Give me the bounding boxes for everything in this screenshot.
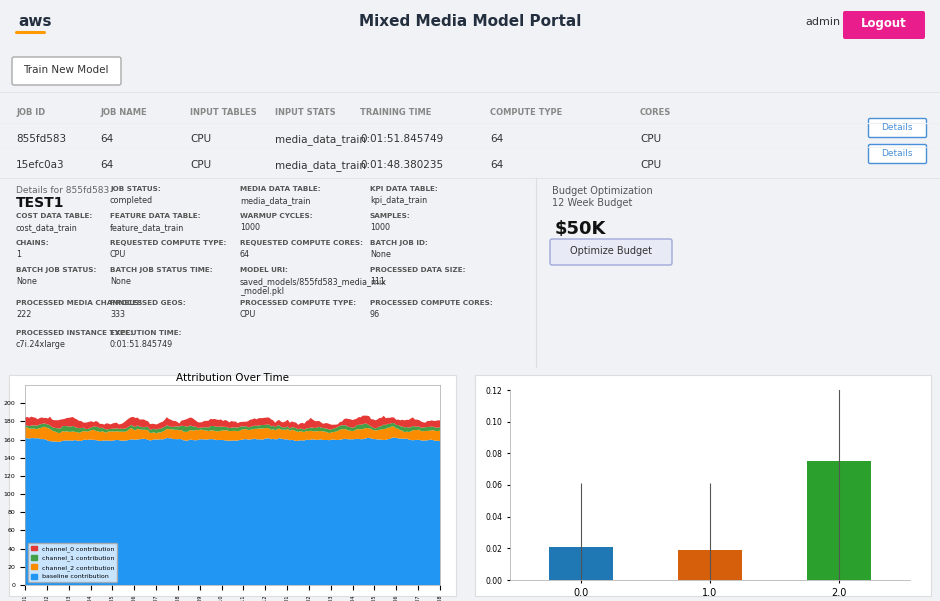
Text: REQUESTED COMPUTE CORES:: REQUESTED COMPUTE CORES:	[240, 240, 363, 246]
Text: JOB NAME: JOB NAME	[100, 108, 147, 117]
Text: 111: 111	[370, 277, 385, 286]
Bar	[678, 550, 743, 580]
FancyBboxPatch shape	[869, 118, 927, 138]
Text: CPU: CPU	[640, 134, 661, 144]
Text: Details: Details	[882, 123, 913, 132]
Text: PROCESSED MEDIA CHANNELS:: PROCESSED MEDIA CHANNELS:	[16, 300, 142, 306]
Text: kpi_data_train: kpi_data_train	[370, 196, 427, 205]
Text: 1: 1	[16, 250, 21, 259]
Text: None: None	[110, 277, 131, 286]
Text: PROCESSED GEOS:: PROCESSED GEOS:	[110, 300, 186, 306]
Text: 64: 64	[100, 134, 113, 144]
Text: 0:01:51.845749: 0:01:51.845749	[110, 340, 173, 349]
Text: 855fd583: 855fd583	[16, 134, 66, 144]
Text: Optimize Budget: Optimize Budget	[570, 246, 652, 256]
Text: 1000: 1000	[370, 223, 390, 232]
Text: c7i.24xlarge: c7i.24xlarge	[16, 340, 66, 349]
Text: CPU: CPU	[110, 250, 126, 259]
Text: 64: 64	[490, 160, 503, 170]
Text: TRAINING TIME: TRAINING TIME	[360, 108, 431, 117]
Text: 0:01:51.845749: 0:01:51.845749	[360, 134, 444, 144]
Text: PROCESSED INSTANCE TYPE:: PROCESSED INSTANCE TYPE:	[16, 330, 133, 336]
Text: feature_data_train: feature_data_train	[110, 223, 184, 232]
Legend: channel_0 contribution, channel_1 contribution, channel_2 contribution, baseline: channel_0 contribution, channel_1 contri…	[28, 543, 117, 582]
Title: Attribution Over Time: Attribution Over Time	[176, 373, 289, 383]
Text: CPU: CPU	[240, 310, 257, 319]
Text: Mixed Media Model Portal: Mixed Media Model Portal	[359, 14, 581, 29]
Text: COMPUTE TYPE: COMPUTE TYPE	[490, 108, 562, 117]
Text: admin: admin	[805, 17, 840, 27]
Bar	[807, 461, 871, 580]
Text: 64: 64	[490, 134, 503, 144]
Text: CPU: CPU	[640, 160, 661, 170]
Text: Details for 855fd583: Details for 855fd583	[16, 186, 109, 195]
Text: CORES: CORES	[640, 108, 671, 117]
Text: cost_data_train: cost_data_train	[16, 223, 78, 232]
Text: $50K: $50K	[555, 220, 606, 238]
Text: JOB ID: JOB ID	[16, 108, 45, 117]
Text: EXECUTION TIME:: EXECUTION TIME:	[110, 330, 181, 336]
FancyBboxPatch shape	[550, 239, 672, 265]
Text: TEST1: TEST1	[16, 196, 65, 210]
Text: 64: 64	[240, 250, 250, 259]
Text: Details: Details	[882, 149, 913, 158]
Text: CPU: CPU	[190, 160, 212, 170]
FancyBboxPatch shape	[843, 11, 925, 39]
Text: 12 Week Budget: 12 Week Budget	[552, 198, 633, 208]
Text: Budget Optimization: Budget Optimization	[552, 186, 652, 196]
FancyBboxPatch shape	[12, 57, 121, 85]
Text: CPU: CPU	[190, 134, 212, 144]
Text: Logout: Logout	[861, 17, 907, 31]
Text: media_data_train: media_data_train	[240, 196, 310, 205]
Text: saved_models/855fd583_media_mix
_model.pkl: saved_models/855fd583_media_mix _model.p…	[240, 277, 387, 296]
Text: BATCH JOB STATUS TIME:: BATCH JOB STATUS TIME:	[110, 267, 212, 273]
Text: FEATURE DATA TABLE:: FEATURE DATA TABLE:	[110, 213, 200, 219]
Text: INPUT STATS: INPUT STATS	[275, 108, 336, 117]
Text: media_data_train: media_data_train	[275, 160, 366, 171]
Text: COST DATA TABLE:: COST DATA TABLE:	[16, 213, 92, 219]
Text: JOB STATUS:: JOB STATUS:	[110, 186, 161, 192]
Text: MEDIA DATA TABLE:: MEDIA DATA TABLE:	[240, 186, 321, 192]
Text: aws: aws	[18, 14, 52, 29]
Text: 333: 333	[110, 310, 125, 319]
Text: CHAINS:: CHAINS:	[16, 240, 50, 246]
Text: INPUT TABLES: INPUT TABLES	[190, 108, 257, 117]
Text: PROCESSED DATA SIZE:: PROCESSED DATA SIZE:	[370, 267, 465, 273]
Text: REQUESTED COMPUTE TYPE:: REQUESTED COMPUTE TYPE:	[110, 240, 227, 246]
FancyBboxPatch shape	[9, 375, 456, 596]
Text: SAMPLES:: SAMPLES:	[370, 213, 411, 219]
Text: Train New Model: Train New Model	[24, 65, 109, 75]
Text: None: None	[370, 250, 391, 259]
Text: 64: 64	[100, 160, 113, 170]
Text: PROCESSED COMPUTE CORES:: PROCESSED COMPUTE CORES:	[370, 300, 493, 306]
FancyBboxPatch shape	[475, 375, 931, 596]
Text: 15efc0a3: 15efc0a3	[16, 160, 65, 170]
Bar	[549, 547, 613, 580]
Text: 96: 96	[370, 310, 380, 319]
Text: media_data_train: media_data_train	[275, 134, 366, 145]
Text: KPI DATA TABLE:: KPI DATA TABLE:	[370, 186, 438, 192]
Text: MODEL URI:: MODEL URI:	[240, 267, 288, 273]
Text: BATCH JOB STATUS:: BATCH JOB STATUS:	[16, 267, 97, 273]
FancyBboxPatch shape	[869, 144, 927, 163]
Text: PROCESSED COMPUTE TYPE:: PROCESSED COMPUTE TYPE:	[240, 300, 356, 306]
Text: completed: completed	[110, 196, 153, 205]
Text: None: None	[16, 277, 37, 286]
Text: WARMUP CYCLES:: WARMUP CYCLES:	[240, 213, 313, 219]
Text: 222: 222	[16, 310, 31, 319]
Text: BATCH JOB ID:: BATCH JOB ID:	[370, 240, 428, 246]
Text: 1000: 1000	[240, 223, 260, 232]
Text: 0:01:48.380235: 0:01:48.380235	[360, 160, 443, 170]
